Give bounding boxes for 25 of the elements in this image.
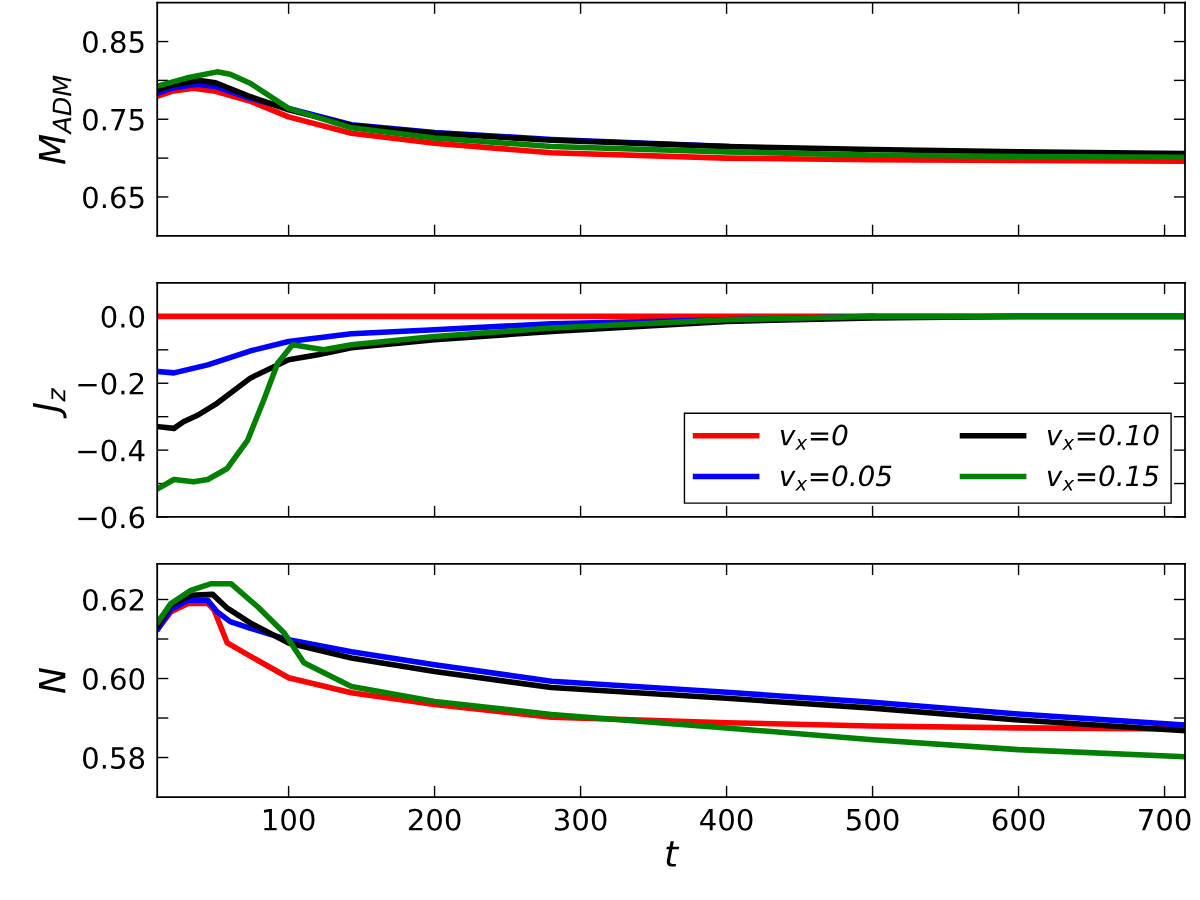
x-tick-label: 400 <box>700 808 753 831</box>
x-tick-label: 700 <box>1139 808 1191 831</box>
x-axis-title: t <box>666 841 680 867</box>
y-tick-label: −0.4 <box>78 439 145 462</box>
y-tick-label: 0.85 <box>83 30 144 54</box>
x-tick-label: 100 <box>263 808 315 831</box>
x-tick-label: 300 <box>554 808 607 831</box>
y-axis-title: M$_{ADM}$ <box>38 75 72 164</box>
x-tick-label: 500 <box>846 808 899 831</box>
y-tick-label: 0.62 <box>83 588 144 611</box>
y-axis-title: J$_{z}$ <box>32 387 67 419</box>
y-tick-label: 0.58 <box>83 746 145 770</box>
y-tick-label: 0.75 <box>83 108 144 131</box>
x-tick-label: 600 <box>992 808 1045 831</box>
legend-label: v$_{x}$=0.10 <box>1047 424 1159 450</box>
y-tick-label: −0.6 <box>78 506 145 529</box>
legend-label: v$_{x}$=0 <box>780 424 848 450</box>
x-tick-label: 200 <box>408 808 461 831</box>
y-tick-label: 0.65 <box>83 186 144 209</box>
y-tick-label: −0.2 <box>78 372 144 395</box>
y-tick-label: 0.0 <box>101 305 145 328</box>
y-axis-title: N <box>38 667 66 694</box>
legend-label: v$_{x}$=0.05 <box>780 465 892 491</box>
legend-label: v$_{x}$=0.15 <box>1047 465 1159 491</box>
y-tick-label: 0.60 <box>83 667 145 691</box>
